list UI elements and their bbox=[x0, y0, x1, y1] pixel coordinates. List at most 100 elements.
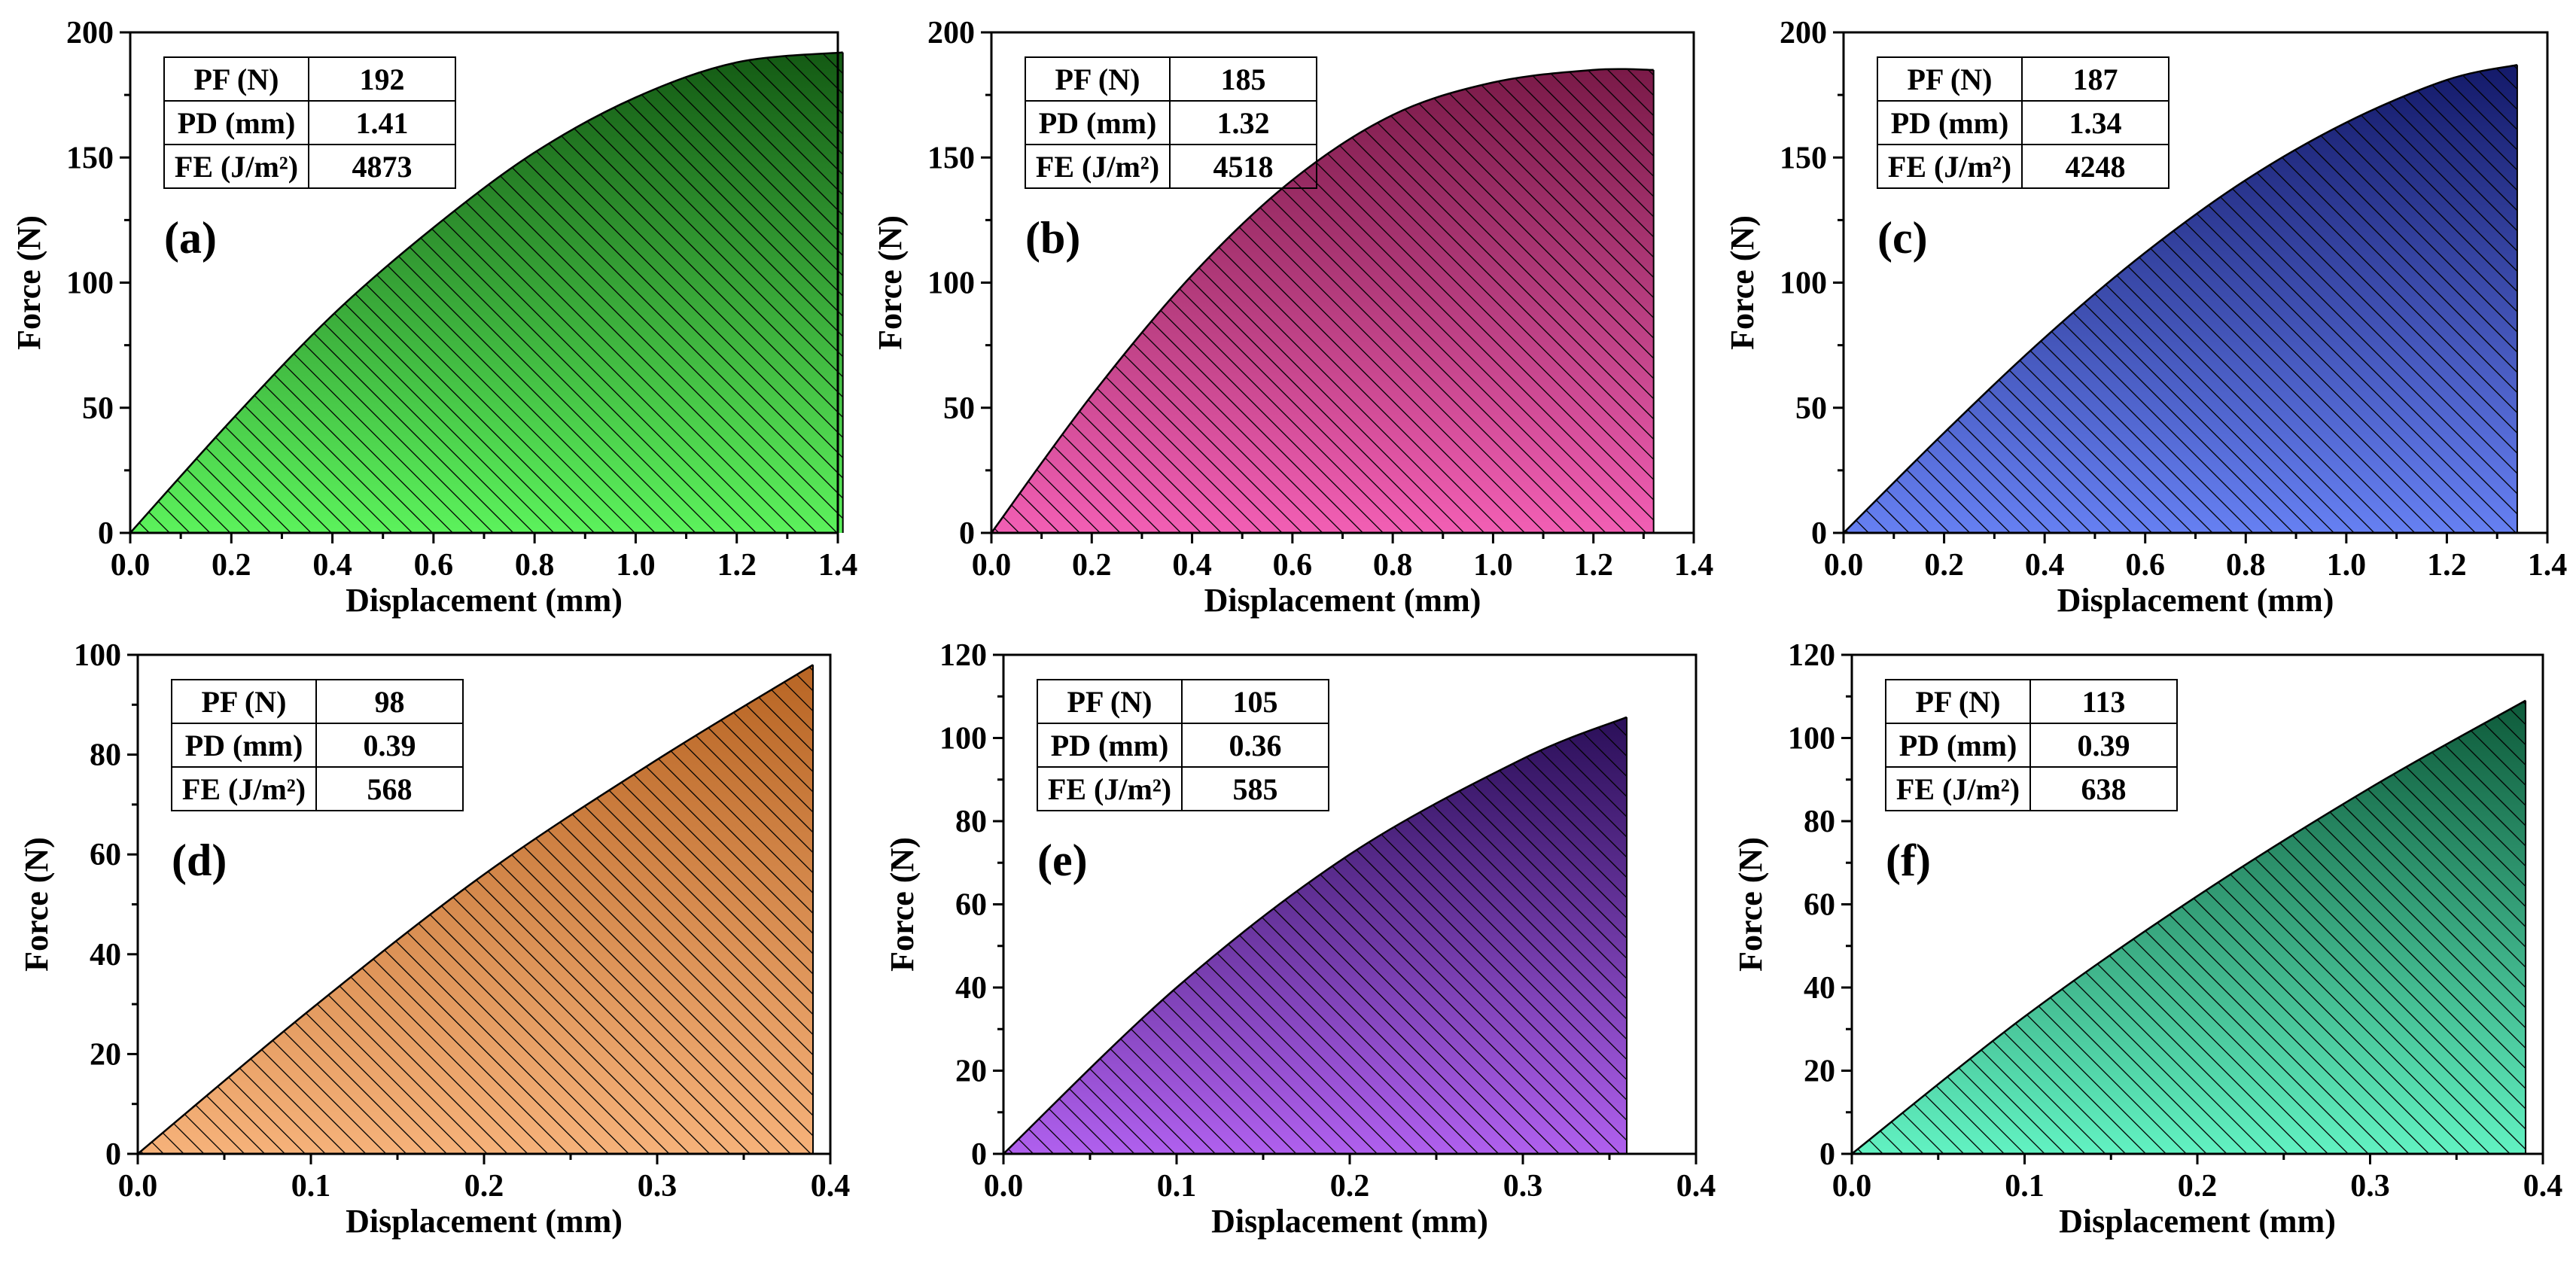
panel-label: (b) bbox=[1025, 213, 1080, 263]
table-key: PD (mm) bbox=[178, 106, 296, 140]
x-tick-label: 0.3 bbox=[1503, 1169, 1543, 1204]
y-axis-title: Force (N) bbox=[1724, 215, 1761, 350]
table-key: PD (mm) bbox=[1051, 729, 1169, 762]
table-key: FE (J/m²) bbox=[1036, 150, 1159, 184]
table-frame bbox=[171, 679, 464, 811]
table-value: 638 bbox=[2081, 772, 2127, 806]
table-frame bbox=[1037, 679, 1329, 811]
x-tick-label: 0.0 bbox=[984, 1169, 1024, 1204]
y-tick-label: 50 bbox=[1795, 391, 1827, 426]
x-tick-label: 0.3 bbox=[638, 1169, 677, 1204]
x-tick-label: 1.2 bbox=[1573, 548, 1613, 583]
table-value: 0.36 bbox=[1229, 729, 1282, 762]
y-tick-label: 60 bbox=[1804, 888, 1835, 923]
table-frame bbox=[1877, 56, 2170, 189]
table-key: PF (N) bbox=[1067, 685, 1153, 719]
x-axis-title: Displacement (mm) bbox=[346, 1203, 623, 1240]
y-tick-label: 100 bbox=[66, 266, 114, 301]
y-axis-title: Force (N) bbox=[18, 837, 55, 972]
y-tick-label: 40 bbox=[955, 971, 987, 1006]
y-tick-label: 100 bbox=[1788, 722, 1835, 756]
y-axis-title: Force (N) bbox=[11, 215, 47, 350]
panel-label: (f) bbox=[1886, 835, 1931, 885]
table-value: 0.39 bbox=[2078, 729, 2130, 762]
table-value: 98 bbox=[375, 685, 405, 719]
panel-label: (a) bbox=[164, 213, 217, 263]
x-tick-label: 1.0 bbox=[1473, 548, 1513, 583]
y-axis-title: Force (N) bbox=[884, 837, 921, 972]
x-tick-label: 1.2 bbox=[717, 548, 757, 583]
y-tick-label: 20 bbox=[955, 1054, 987, 1089]
y-tick-label: 0 bbox=[98, 516, 114, 551]
x-tick-label: 0.2 bbox=[2178, 1169, 2218, 1204]
table-key: PD (mm) bbox=[185, 729, 303, 762]
table-value: 1.32 bbox=[1217, 106, 1270, 140]
x-tick-label: 0.2 bbox=[1072, 548, 1112, 583]
y-tick-label: 200 bbox=[66, 16, 114, 50]
x-tick-label: 0.6 bbox=[414, 548, 454, 583]
y-tick-label: 100 bbox=[74, 638, 121, 673]
series-hatch bbox=[1844, 65, 2517, 534]
x-tick-label: 1.4 bbox=[818, 548, 858, 583]
table-key: PF (N) bbox=[202, 685, 287, 719]
y-tick-label: 20 bbox=[1804, 1054, 1835, 1089]
table-value: 1.34 bbox=[2069, 106, 2122, 140]
series-line bbox=[137, 664, 814, 1155]
y-tick-label: 40 bbox=[1804, 971, 1835, 1006]
x-tick-label: 0.2 bbox=[212, 548, 251, 583]
data-table: PF (N) 105 PD (mm) 0.36 FE (J/m²) 585 bbox=[1037, 679, 1329, 811]
table-key: FE (J/m²) bbox=[1896, 772, 2020, 806]
y-tick-label: 0 bbox=[1819, 1137, 1835, 1172]
table-key: PF (N) bbox=[1916, 685, 2001, 719]
table-value: 585 bbox=[1233, 772, 1278, 806]
x-tick-label: 0.6 bbox=[1273, 548, 1313, 583]
y-tick-label: 200 bbox=[1780, 16, 1827, 50]
y-tick-label: 0 bbox=[1811, 516, 1827, 551]
x-tick-label: 0.8 bbox=[2226, 548, 2266, 583]
x-tick-label: 0.0 bbox=[118, 1169, 158, 1204]
x-tick-label: 0.4 bbox=[312, 548, 352, 583]
table-value: 105 bbox=[1233, 685, 1278, 719]
y-tick-label: 150 bbox=[927, 141, 975, 175]
panel-label: (c) bbox=[1877, 213, 1928, 263]
y-axis-title: Force (N) bbox=[872, 215, 909, 350]
series-hatch bbox=[1852, 700, 2526, 1154]
table-frame bbox=[1885, 679, 2178, 811]
y-tick-label: 200 bbox=[927, 16, 975, 50]
y-tick-label: 120 bbox=[939, 638, 987, 673]
table-value: 4873 bbox=[352, 150, 413, 184]
y-tick-label: 100 bbox=[939, 722, 987, 756]
chart-panel: 0.0 0.2 0.4 0.6 0.8 1.0 1.2 1.4 0 50 100 150 200 Disp… bbox=[1724, 16, 2567, 619]
x-tick-label: 1.0 bbox=[616, 548, 656, 583]
chart-panel: 0.0 0.1 0.2 0.3 0.4 0 20 40 60 80 100 120 Displaceme… bbox=[1732, 638, 2562, 1240]
data-table: PF (N) 98 PD (mm) 0.39 FE (J/m²) 568 bbox=[171, 679, 464, 811]
y-tick-label: 150 bbox=[1780, 141, 1827, 175]
table-value: 4518 bbox=[1213, 150, 1274, 184]
x-tick-label: 0.4 bbox=[1676, 1169, 1716, 1204]
data-table: PF (N) 113 PD (mm) 0.39 FE (J/m²) 638 bbox=[1885, 679, 2178, 811]
x-tick-label: 0.1 bbox=[2005, 1169, 2045, 1204]
y-tick-label: 100 bbox=[927, 266, 975, 301]
x-tick-label: 0.8 bbox=[515, 548, 555, 583]
table-value: 113 bbox=[2082, 685, 2126, 719]
x-axis-title: Displacement (mm) bbox=[1211, 1203, 1488, 1240]
table-key: FE (J/m²) bbox=[1888, 150, 2011, 184]
chart-panel: 0.0 0.2 0.4 0.6 0.8 1.0 1.2 1.4 0 50 100 150 200 Disp… bbox=[872, 16, 1713, 619]
table-value: 1.41 bbox=[356, 106, 409, 140]
x-tick-label: 0.2 bbox=[1924, 548, 1964, 583]
series-line bbox=[1003, 716, 1628, 1155]
data-table: PF (N) 187 PD (mm) 1.34 FE (J/m²) 4248 bbox=[1877, 56, 2170, 189]
x-tick-label: 1.4 bbox=[1674, 548, 1714, 583]
table-key: FE (J/m²) bbox=[175, 150, 298, 184]
y-tick-label: 0 bbox=[959, 516, 975, 551]
y-tick-label: 50 bbox=[943, 391, 975, 426]
y-tick-label: 80 bbox=[955, 805, 987, 839]
chart-panel: 0.0 0.2 0.4 0.6 0.8 1.0 1.2 1.4 0 50 100 150 200 Disp… bbox=[11, 16, 857, 619]
data-table: PF (N) 185 PD (mm) 1.32 FE (J/m²) 4518 bbox=[1025, 56, 1317, 189]
x-tick-label: 0.1 bbox=[1157, 1169, 1197, 1204]
panel-label: (d) bbox=[172, 835, 227, 885]
x-axis-title: Displacement (mm) bbox=[346, 582, 623, 619]
y-tick-label: 60 bbox=[955, 888, 987, 923]
x-axis-title: Displacement (mm) bbox=[2057, 582, 2334, 619]
